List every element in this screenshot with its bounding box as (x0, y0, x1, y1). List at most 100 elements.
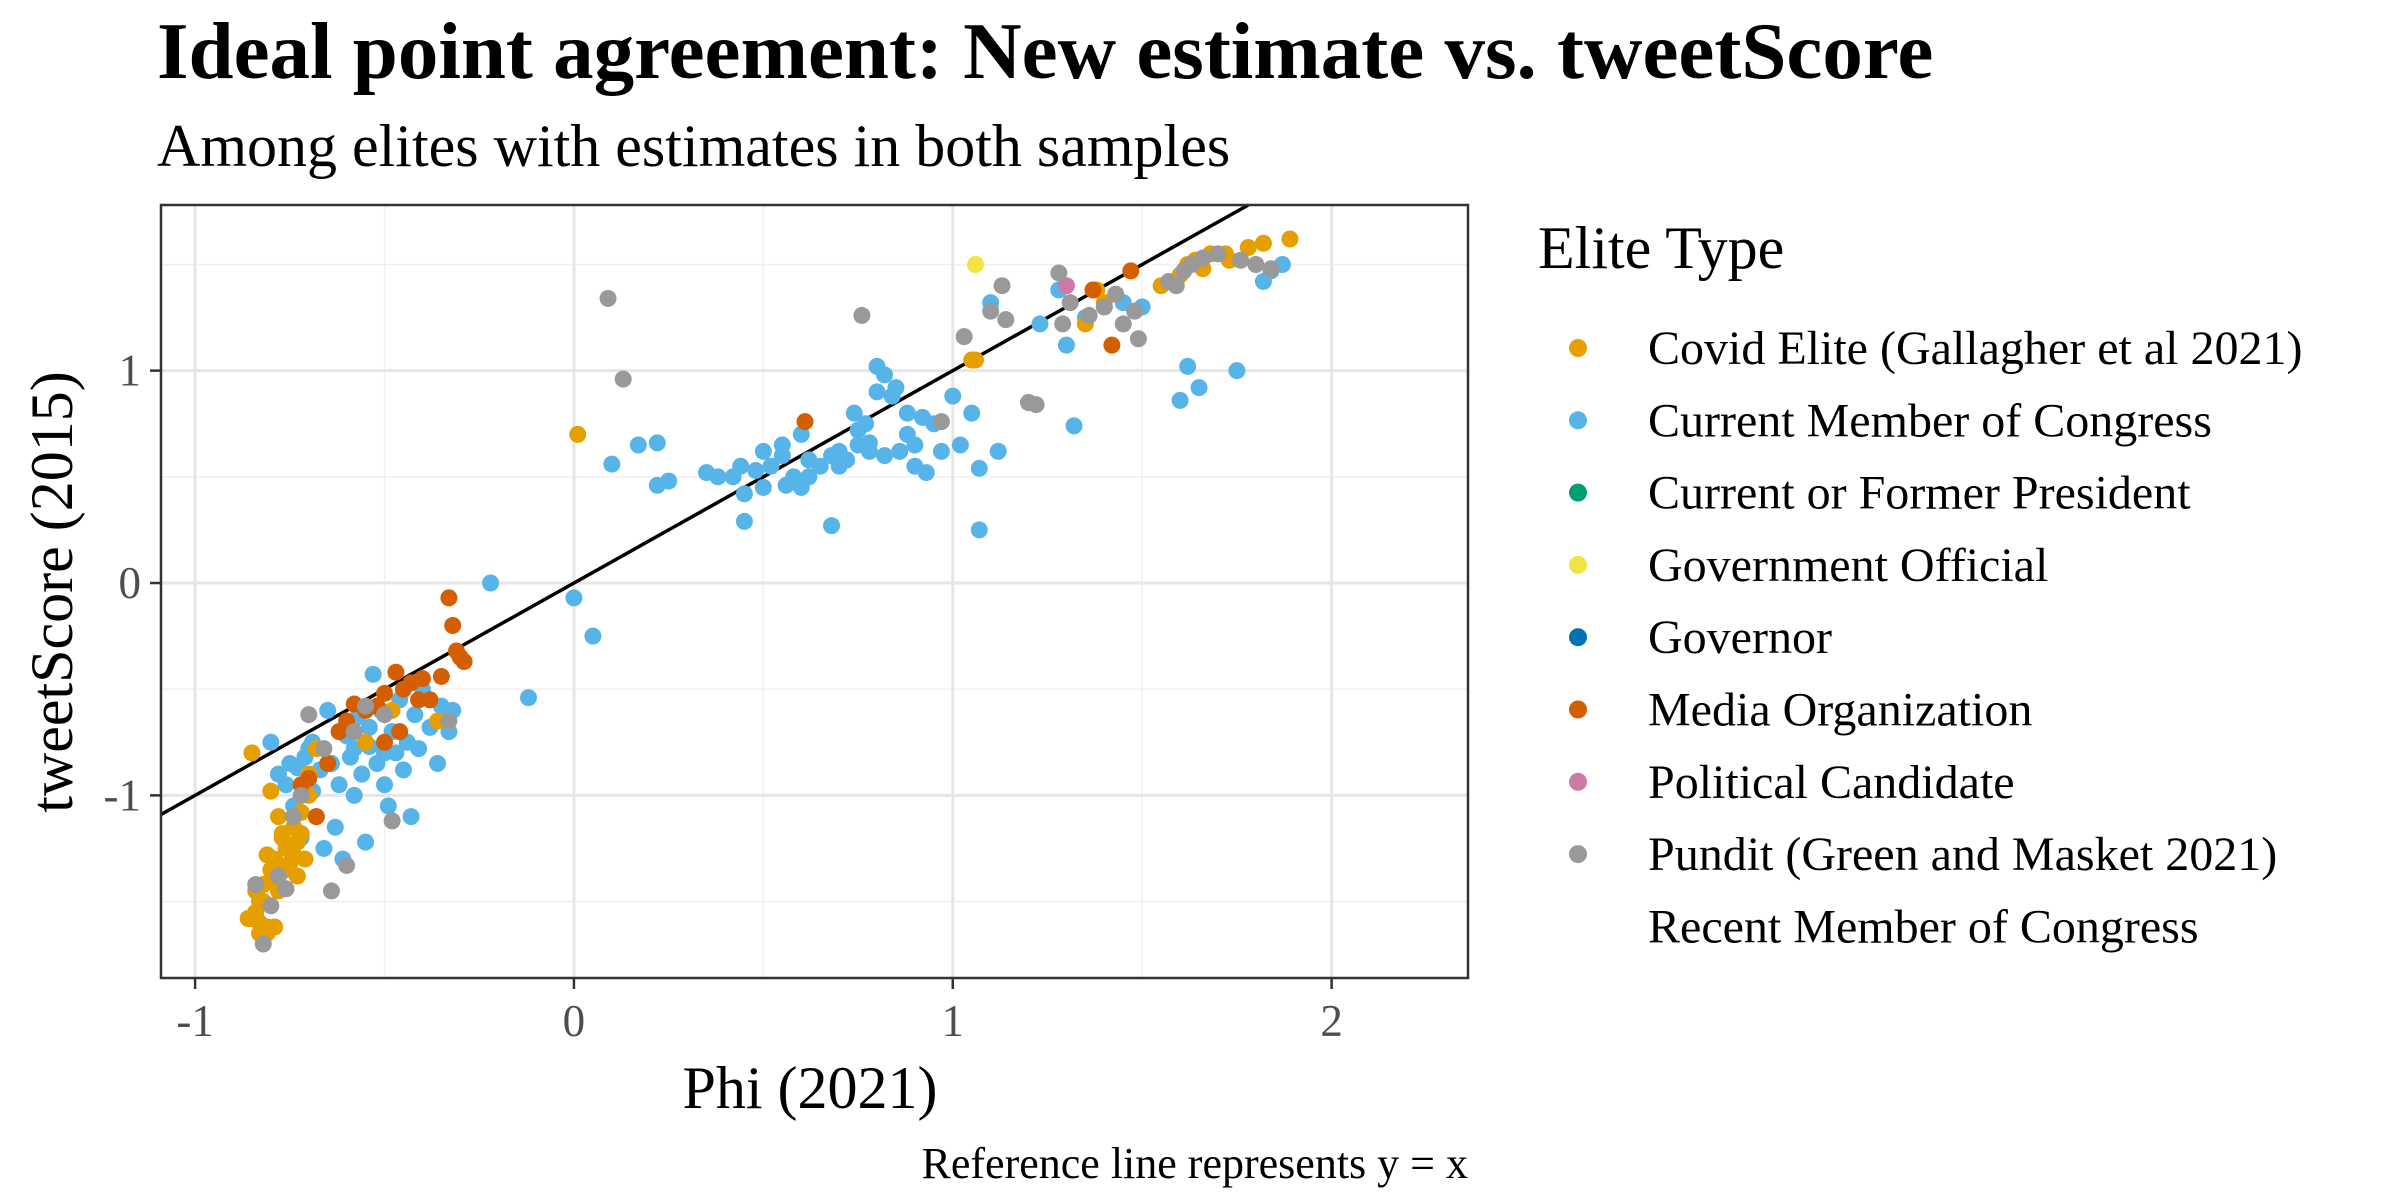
data-point (421, 691, 439, 709)
data-point (1254, 234, 1272, 252)
data-point (292, 825, 310, 843)
data-point (376, 706, 394, 724)
y-axis: -1 0 1 (104, 346, 161, 820)
data-point (1031, 315, 1049, 333)
data-point (1054, 315, 1072, 333)
legend-title: Elite Type (1538, 215, 1784, 281)
data-point (603, 455, 621, 473)
data-point (1232, 251, 1250, 269)
data-point (364, 665, 382, 683)
data-point (239, 910, 257, 928)
data-point (1167, 277, 1185, 295)
chart-caption: Reference line represents y = x (922, 1139, 1468, 1188)
data-point (891, 442, 909, 460)
data-point (300, 706, 318, 724)
data-point (315, 839, 333, 857)
data-point (1190, 379, 1208, 397)
legend-label: Government Official (1648, 539, 2048, 592)
legend-key (1569, 700, 1587, 719)
data-point (391, 723, 409, 741)
data-point (584, 627, 602, 645)
panel-border (159, 203, 1470, 980)
data-point (326, 818, 344, 836)
data-point (792, 425, 810, 443)
x-axis: -1 0 1 2 (176, 978, 1343, 1046)
data-point (932, 413, 950, 431)
data-point (849, 421, 867, 439)
data-point (796, 413, 814, 431)
data-point (997, 311, 1015, 329)
data-point (360, 718, 378, 736)
data-point (868, 383, 886, 401)
data-point (258, 846, 276, 864)
legend-label: Governor (1648, 611, 1832, 664)
data-point (1080, 306, 1098, 324)
data-point (353, 765, 371, 783)
data-point (262, 782, 280, 800)
data-point (376, 733, 394, 751)
data-point (1122, 262, 1140, 280)
legend-key (1569, 411, 1587, 430)
y-tick-label: 1 (119, 346, 142, 396)
data-point (565, 589, 583, 607)
data-point (963, 404, 981, 422)
y-tick-label: 0 (119, 558, 142, 608)
data-point (432, 667, 450, 685)
data-point (777, 476, 795, 494)
data-point (319, 701, 337, 719)
x-tick-label: 0 (563, 996, 586, 1046)
data-point (482, 574, 500, 592)
data-point (322, 882, 340, 900)
data-point (262, 897, 280, 915)
data-point (281, 755, 299, 773)
data-point (853, 306, 871, 324)
data-point (951, 436, 969, 454)
data-point (876, 366, 894, 384)
data-point (1179, 357, 1197, 375)
data-point (800, 451, 818, 469)
plot-panel (159, 203, 1470, 980)
data-point (269, 867, 287, 885)
data-point (1107, 285, 1125, 303)
data-point (345, 723, 363, 741)
data-point (376, 776, 394, 794)
data-point (762, 457, 780, 475)
data-point (285, 808, 303, 826)
data-point (330, 776, 348, 794)
data-point (1239, 238, 1257, 256)
data-point (648, 434, 666, 452)
data-point (383, 812, 401, 830)
legend-key (1569, 772, 1587, 791)
data-point (394, 680, 412, 698)
data-point (1209, 245, 1227, 263)
data-point (989, 442, 1007, 460)
data-point (292, 786, 310, 804)
data-point (823, 517, 841, 535)
y-axis-label: tweetScore (2015) (19, 371, 85, 813)
data-point (429, 755, 447, 773)
data-point (800, 468, 818, 486)
y-tick-label: -1 (104, 770, 142, 820)
data-point (319, 755, 337, 773)
data-point (440, 712, 458, 730)
x-tick-label: 2 (1320, 996, 1343, 1046)
data-point (754, 442, 772, 460)
data-point (387, 663, 405, 681)
data-point (1281, 230, 1299, 248)
data-point (1057, 336, 1075, 354)
legend-label: Covid Elite (Gallagher et al 2021) (1648, 322, 2302, 375)
data-point (876, 447, 894, 465)
data-point (993, 277, 1011, 295)
data-point (898, 404, 916, 422)
data-point (970, 459, 988, 477)
data-point (315, 740, 333, 758)
x-tick-label: -1 (176, 996, 214, 1046)
data-point (307, 808, 325, 826)
data-point (660, 472, 678, 490)
data-point (1126, 302, 1144, 320)
data-point (754, 478, 772, 496)
data-point (338, 856, 356, 874)
legend-label: Current or Former President (1648, 467, 2191, 520)
data-point (273, 825, 291, 843)
